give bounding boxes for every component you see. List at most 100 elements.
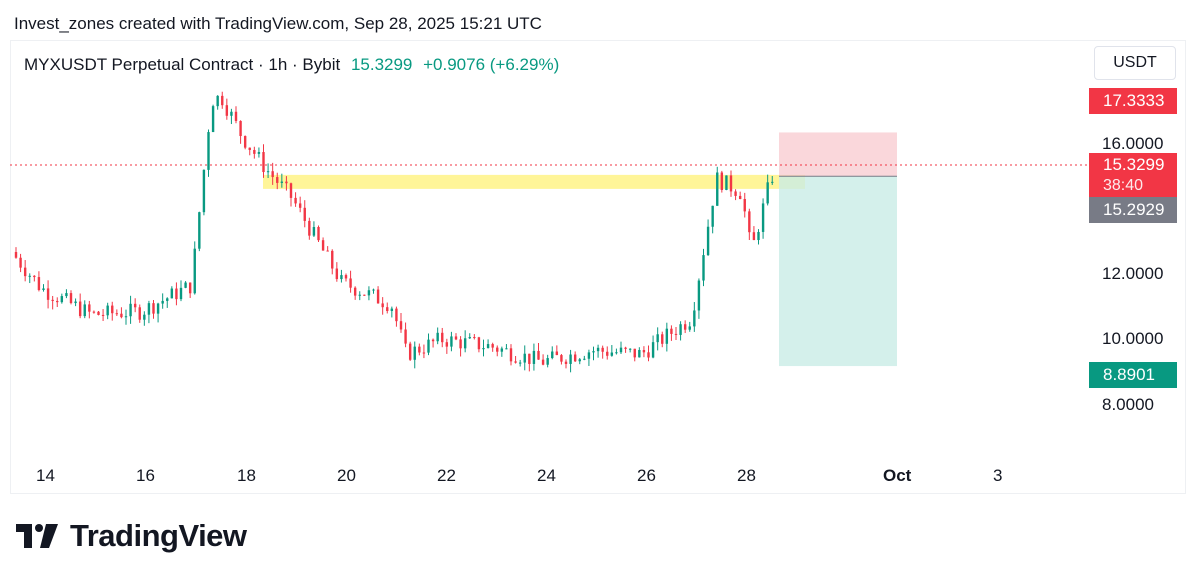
candle <box>661 331 664 348</box>
date-tick-14: 14 <box>36 466 55 485</box>
candle <box>674 327 678 340</box>
candle <box>248 147 251 156</box>
candle <box>427 333 430 356</box>
price-tick-12: 12.0000 <box>1102 264 1164 283</box>
candle <box>606 346 609 360</box>
candle <box>601 345 604 359</box>
tradingview-wordmark: TradingView <box>70 518 247 553</box>
candle <box>734 189 737 201</box>
candle <box>450 331 453 352</box>
candle <box>266 163 270 179</box>
candle <box>509 344 513 366</box>
candle <box>65 289 68 299</box>
candle <box>551 346 554 360</box>
candle <box>124 309 128 325</box>
candle <box>225 98 229 120</box>
candle <box>83 300 86 319</box>
candles <box>14 91 774 373</box>
price-tick-8: 8.0000 <box>1102 395 1154 414</box>
candle <box>14 247 18 259</box>
candle <box>152 300 155 319</box>
currency-unit-button[interactable]: USDT <box>1094 46 1176 80</box>
candle <box>363 294 366 296</box>
candle <box>33 275 36 282</box>
candle <box>477 336 481 353</box>
candle <box>555 345 559 356</box>
candle <box>624 346 627 353</box>
candle <box>560 353 563 365</box>
candle <box>386 302 389 314</box>
candle <box>234 106 238 124</box>
candle <box>514 355 517 364</box>
candle <box>188 282 192 299</box>
candle <box>276 172 279 190</box>
candle <box>431 338 435 348</box>
candle <box>280 173 284 188</box>
candle <box>445 338 449 354</box>
candle <box>161 293 164 309</box>
date-tick-28: 28 <box>737 466 756 485</box>
symbol-legend[interactable]: MYXUSDT Perpetual Contract · 1h · Bybit … <box>24 55 559 75</box>
date-tick-3: 3 <box>993 466 1003 485</box>
candle <box>413 341 416 369</box>
candle <box>193 241 196 295</box>
candle <box>37 271 41 292</box>
candle <box>766 174 769 206</box>
candle <box>198 211 201 252</box>
candle <box>771 175 774 185</box>
candle <box>537 343 540 360</box>
candle <box>738 191 742 200</box>
candle <box>505 344 508 350</box>
candle <box>573 351 577 362</box>
resistance-zone <box>263 174 805 189</box>
candle <box>688 321 691 332</box>
candle <box>587 349 591 366</box>
candle <box>120 307 123 319</box>
candle <box>23 260 27 282</box>
candle <box>88 300 91 319</box>
candle <box>184 281 187 289</box>
candle <box>716 166 719 206</box>
candle <box>418 343 421 356</box>
candle <box>436 327 439 345</box>
tradingview-logo[interactable]: TradingView <box>16 518 247 554</box>
candle <box>619 341 623 355</box>
candle <box>317 225 320 242</box>
candle <box>308 217 311 240</box>
candle <box>138 304 141 323</box>
candle <box>656 327 659 351</box>
stop-loss-zone <box>779 132 897 177</box>
date-tick-24: 24 <box>537 466 556 485</box>
candle <box>642 346 646 358</box>
candle <box>496 345 499 357</box>
candle <box>697 278 701 319</box>
candle <box>175 282 178 306</box>
candle <box>752 226 756 241</box>
candle <box>372 288 375 294</box>
candle <box>42 284 45 292</box>
candle <box>294 192 297 207</box>
last-price-tag: 15.3299 38:40 <box>1089 153 1177 197</box>
candle <box>404 322 407 348</box>
candle <box>78 293 82 319</box>
candle <box>335 262 339 282</box>
candle <box>463 330 467 353</box>
candle <box>271 162 274 185</box>
candle <box>381 297 384 315</box>
price-tick-10: 10.0000 <box>1102 329 1164 348</box>
candle <box>679 321 682 341</box>
candle <box>170 286 174 299</box>
candle <box>19 253 22 273</box>
price-tick-16: 16.0000 <box>1102 134 1164 153</box>
candle <box>725 175 728 191</box>
chart-credit: Invest_zones created with TradingView.co… <box>14 14 542 33</box>
candle <box>583 355 586 361</box>
candle <box>60 293 64 304</box>
candle <box>491 342 494 352</box>
candle <box>207 129 210 177</box>
date-tick-16: 16 <box>136 466 155 485</box>
candle <box>92 310 96 314</box>
candle <box>262 144 265 178</box>
candle <box>56 297 59 308</box>
